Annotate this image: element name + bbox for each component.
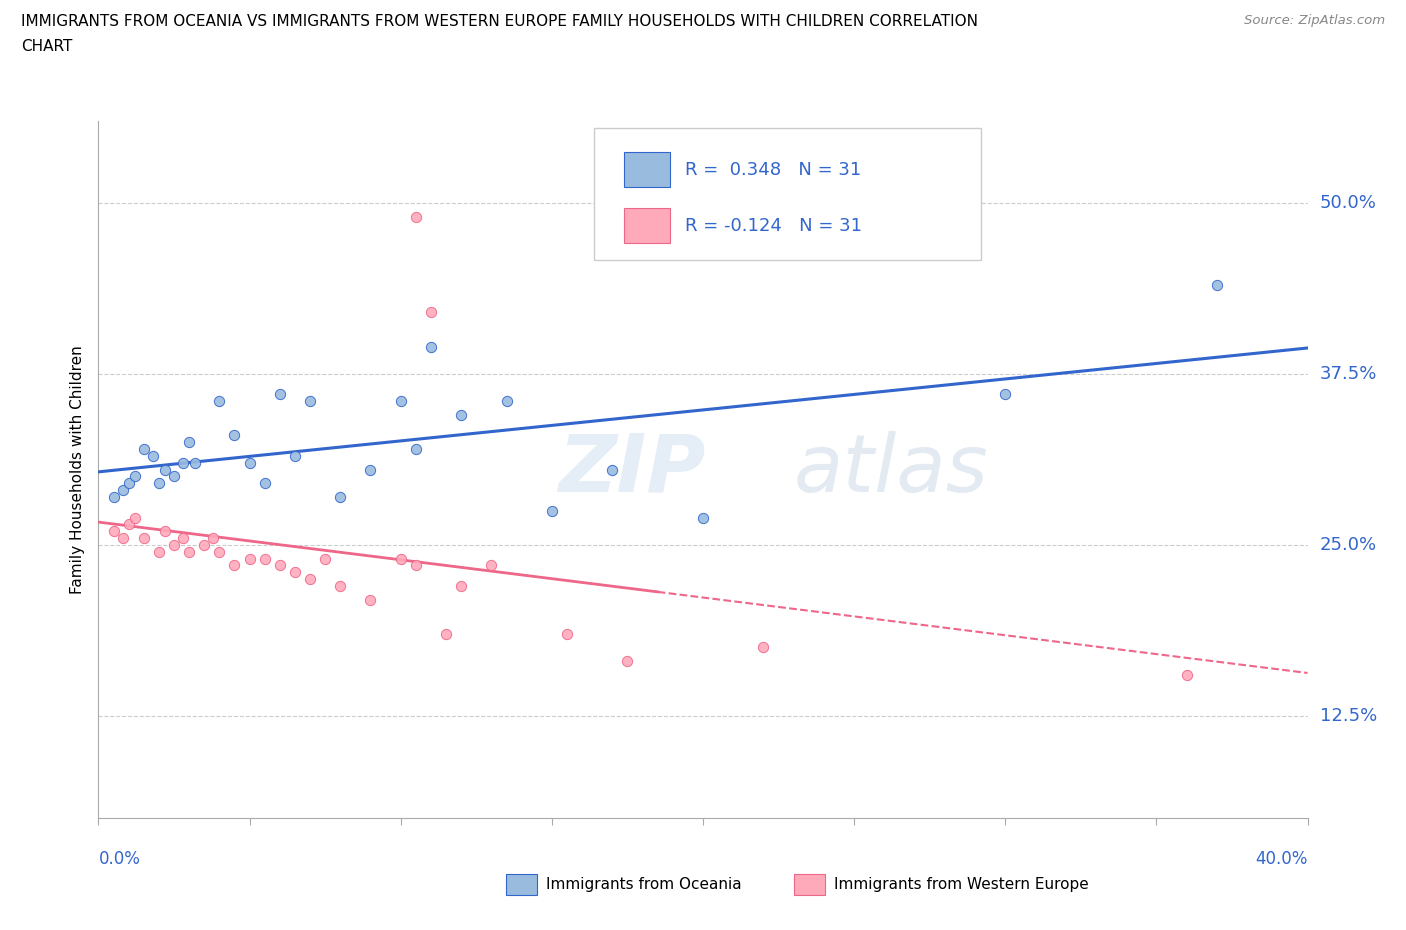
Point [103,524,125,538]
Point [208,393,231,408]
Point [314,551,336,566]
Point [360,462,382,477]
Point [1175,668,1198,683]
Point [163,538,186,552]
Text: Immigrants from Oceania: Immigrants from Oceania [546,877,741,892]
Point [269,558,291,573]
Point [419,305,441,320]
Point [184,456,207,471]
Point [177,544,201,559]
Text: CHART: CHART [21,39,73,54]
Point [163,469,186,484]
Point [329,489,352,504]
Point [752,640,775,655]
Point [389,551,412,566]
Point [132,531,155,546]
Point [616,654,638,669]
Text: R =  0.348   N = 31: R = 0.348 N = 31 [685,161,860,179]
Point [172,531,194,546]
Point [153,524,176,538]
Point [419,339,441,354]
Point [481,558,503,573]
FancyBboxPatch shape [624,208,671,243]
Point [208,544,231,559]
Point [142,448,165,463]
Point [111,483,134,498]
Point [253,476,276,491]
FancyBboxPatch shape [794,874,825,895]
Point [299,572,322,587]
Point [111,531,134,546]
Point [153,462,176,477]
Point [692,510,714,525]
Point [360,592,382,607]
Point [224,558,246,573]
Point [299,393,322,408]
Text: 0.0%: 0.0% [98,850,141,868]
Text: 50.0%: 50.0% [1320,194,1376,212]
Point [495,393,517,408]
Text: 40.0%: 40.0% [1256,850,1308,868]
Text: atlas: atlas [793,431,988,509]
Point [253,551,276,566]
Text: R = -0.124   N = 31: R = -0.124 N = 31 [685,217,862,234]
Y-axis label: Family Households with Children: Family Households with Children [70,345,86,594]
Point [148,476,170,491]
Point [284,448,307,463]
Point [405,209,427,224]
FancyBboxPatch shape [595,128,981,260]
Point [405,442,427,457]
Point [118,517,141,532]
Point [103,489,125,504]
Text: IMMIGRANTS FROM OCEANIA VS IMMIGRANTS FROM WESTERN EUROPE FAMILY HOUSEHOLDS WITH: IMMIGRANTS FROM OCEANIA VS IMMIGRANTS FR… [21,14,979,29]
Text: Immigrants from Western Europe: Immigrants from Western Europe [834,877,1088,892]
Point [124,510,146,525]
Point [450,407,472,422]
FancyBboxPatch shape [624,153,671,187]
Point [177,435,201,450]
Point [269,387,291,402]
Text: Source: ZipAtlas.com: Source: ZipAtlas.com [1244,14,1385,27]
Point [118,476,141,491]
Point [994,387,1017,402]
Point [124,469,146,484]
Point [405,558,427,573]
FancyBboxPatch shape [506,874,537,895]
Point [602,462,624,477]
Point [224,428,246,443]
Point [193,538,215,552]
Point [540,503,562,518]
Point [202,531,225,546]
Point [239,551,262,566]
Point [329,578,352,593]
Text: 37.5%: 37.5% [1320,365,1376,383]
Point [132,442,155,457]
Point [434,626,457,641]
Text: 25.0%: 25.0% [1320,536,1376,554]
Text: 12.5%: 12.5% [1320,707,1376,724]
Point [148,544,170,559]
Point [389,393,412,408]
Point [1206,277,1229,292]
Text: ZIP: ZIP [558,431,706,509]
Point [172,456,194,471]
Point [239,456,262,471]
Point [450,578,472,593]
Point [284,565,307,579]
Point [555,626,578,641]
